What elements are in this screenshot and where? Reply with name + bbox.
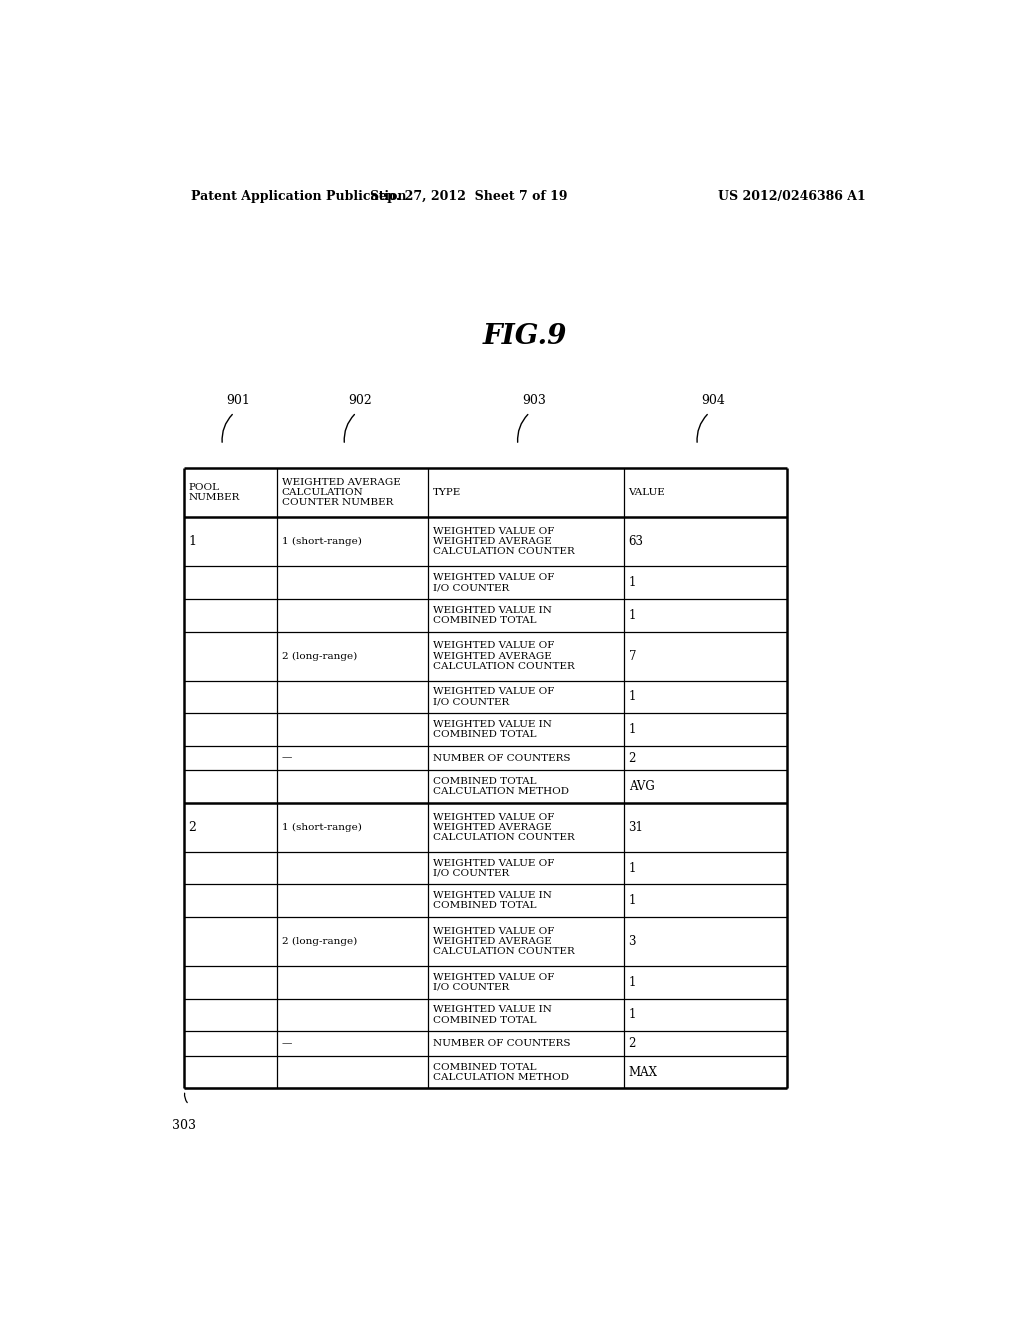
Text: 2 (long-range): 2 (long-range) (282, 652, 357, 660)
Text: WEIGHTED AVERAGE
CALCULATION
COUNTER NUMBER: WEIGHTED AVERAGE CALCULATION COUNTER NUM… (282, 478, 400, 507)
Text: 303: 303 (172, 1119, 196, 1131)
Text: 1: 1 (629, 894, 636, 907)
Text: 3: 3 (629, 935, 636, 948)
Text: 1: 1 (629, 576, 636, 589)
Text: 902: 902 (348, 395, 373, 408)
Text: 2: 2 (629, 1038, 636, 1049)
Text: 1: 1 (188, 536, 197, 548)
Text: WEIGHTED VALUE IN
COMBINED TOTAL: WEIGHTED VALUE IN COMBINED TOTAL (432, 719, 552, 739)
Text: WEIGHTED VALUE OF
I/O COUNTER: WEIGHTED VALUE OF I/O COUNTER (432, 573, 554, 593)
Text: NUMBER OF COUNTERS: NUMBER OF COUNTERS (432, 1039, 570, 1048)
Text: MAX: MAX (629, 1065, 657, 1078)
Text: POOL
NUMBER: POOL NUMBER (188, 483, 240, 503)
Text: Patent Application Publication: Patent Application Publication (191, 190, 407, 202)
Text: US 2012/0246386 A1: US 2012/0246386 A1 (718, 190, 866, 202)
Text: 1 (short-range): 1 (short-range) (282, 822, 361, 832)
Text: COMBINED TOTAL
CALCULATION METHOD: COMBINED TOTAL CALCULATION METHOD (432, 777, 568, 796)
Text: 1: 1 (629, 609, 636, 622)
Text: TYPE: TYPE (432, 488, 461, 498)
Text: WEIGHTED VALUE OF
WEIGHTED AVERAGE
CALCULATION COUNTER: WEIGHTED VALUE OF WEIGHTED AVERAGE CALCU… (432, 813, 574, 842)
Text: 31: 31 (629, 821, 643, 834)
Text: 1: 1 (629, 862, 636, 875)
Text: WEIGHTED VALUE IN
COMBINED TOTAL: WEIGHTED VALUE IN COMBINED TOTAL (432, 606, 552, 624)
Text: AVG: AVG (629, 780, 654, 793)
Text: VALUE: VALUE (629, 488, 666, 498)
Text: NUMBER OF COUNTERS: NUMBER OF COUNTERS (432, 754, 570, 763)
Text: WEIGHTED VALUE OF
I/O COUNTER: WEIGHTED VALUE OF I/O COUNTER (432, 688, 554, 706)
Text: 7: 7 (629, 649, 636, 663)
Text: 903: 903 (522, 395, 546, 408)
Text: 1: 1 (629, 690, 636, 704)
Text: 1 (short-range): 1 (short-range) (282, 537, 361, 546)
Text: 1: 1 (629, 723, 636, 737)
Text: 901: 901 (226, 395, 250, 408)
Text: —: — (282, 754, 292, 763)
Text: COMBINED TOTAL
CALCULATION METHOD: COMBINED TOTAL CALCULATION METHOD (432, 1063, 568, 1081)
Text: WEIGHTED VALUE OF
I/O COUNTER: WEIGHTED VALUE OF I/O COUNTER (432, 973, 554, 991)
Text: WEIGHTED VALUE IN
COMBINED TOTAL: WEIGHTED VALUE IN COMBINED TOTAL (432, 891, 552, 911)
Text: —: — (282, 1039, 292, 1048)
Text: WEIGHTED VALUE OF
WEIGHTED AVERAGE
CALCULATION COUNTER: WEIGHTED VALUE OF WEIGHTED AVERAGE CALCU… (432, 642, 574, 671)
Text: WEIGHTED VALUE OF
WEIGHTED AVERAGE
CALCULATION COUNTER: WEIGHTED VALUE OF WEIGHTED AVERAGE CALCU… (432, 927, 574, 956)
Text: WEIGHTED VALUE OF
WEIGHTED AVERAGE
CALCULATION COUNTER: WEIGHTED VALUE OF WEIGHTED AVERAGE CALCU… (432, 527, 574, 556)
Text: 63: 63 (629, 536, 644, 548)
Text: 2: 2 (188, 821, 197, 834)
Text: WEIGHTED VALUE OF
I/O COUNTER: WEIGHTED VALUE OF I/O COUNTER (432, 858, 554, 878)
Text: Sep. 27, 2012  Sheet 7 of 19: Sep. 27, 2012 Sheet 7 of 19 (371, 190, 568, 202)
Text: WEIGHTED VALUE IN
COMBINED TOTAL: WEIGHTED VALUE IN COMBINED TOTAL (432, 1006, 552, 1024)
Text: 1: 1 (629, 1008, 636, 1022)
Text: 2 (long-range): 2 (long-range) (282, 937, 357, 946)
Text: 904: 904 (701, 395, 725, 408)
Text: 2: 2 (629, 751, 636, 764)
Text: 1: 1 (629, 975, 636, 989)
Text: FIG.9: FIG.9 (482, 323, 567, 350)
